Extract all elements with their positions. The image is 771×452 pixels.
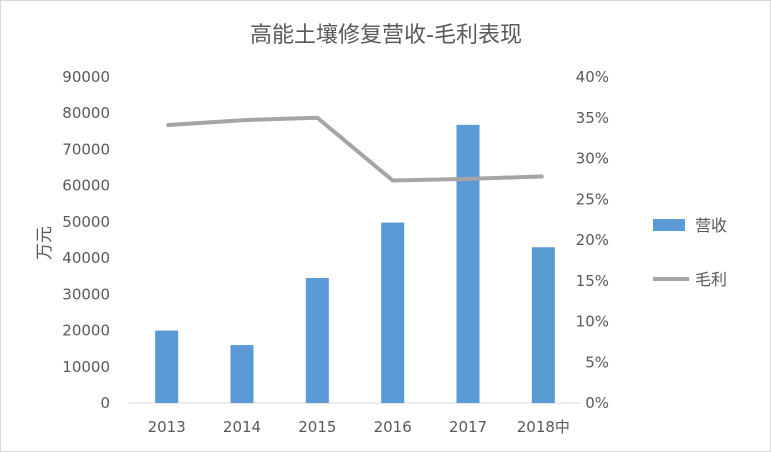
x-tick-label: 2016 — [374, 418, 412, 436]
y-tick-label: 20000 — [62, 322, 110, 340]
bar-revenue — [456, 124, 480, 404]
y2-tick-label: 20% — [576, 231, 609, 249]
x-tick-label: 2014 — [223, 418, 261, 436]
revenue-bars — [155, 124, 555, 404]
bar-revenue — [531, 247, 555, 403]
y-tick-label: 80000 — [62, 104, 110, 122]
y2-tick-label: 35% — [576, 109, 609, 127]
y2-tick-label: 40% — [576, 68, 609, 86]
y2-tick-label: 0% — [585, 394, 609, 412]
y-tick-label: 0 — [100, 394, 110, 412]
point-margin — [241, 119, 243, 121]
line-margin — [166, 115, 544, 183]
y-tick-label: 50000 — [62, 213, 110, 231]
y-tick-label: 70000 — [62, 140, 110, 158]
y2-tick-label: 10% — [576, 313, 609, 331]
bar-revenue — [155, 330, 179, 403]
bar-revenue — [230, 345, 254, 403]
y-tick-label: 90000 — [62, 68, 110, 86]
y-axis-title: 万元 — [35, 226, 55, 260]
point-margin — [467, 178, 469, 180]
margin-line — [166, 115, 544, 183]
chart-title: 高能土壤修复营收-毛利表现 — [250, 23, 522, 48]
y2-tick-label: 25% — [576, 190, 609, 208]
point-margin — [542, 175, 544, 177]
y2-tick-label: 30% — [576, 150, 609, 168]
bar-revenue — [381, 222, 405, 403]
y-tick-label: 30000 — [62, 285, 110, 303]
right-axis: 0% 5% 10% 15% 20% 25% 30% 35% 40% — [576, 68, 609, 412]
x-tick-label: 2018中 — [517, 418, 570, 436]
legend-bar-swatch — [653, 219, 685, 231]
y-tick-label: 60000 — [62, 177, 110, 195]
x-tick-label: 2013 — [148, 418, 186, 436]
x-tick-label: 2017 — [449, 418, 487, 436]
x-axis: 2013 2014 2015 2016 2017 2018中 — [129, 402, 581, 436]
point-margin — [392, 180, 394, 182]
point-margin — [166, 124, 168, 126]
y2-tick-label: 15% — [576, 272, 609, 290]
legend: 营收 毛利 — [653, 216, 727, 289]
x-tick-label: 2015 — [298, 418, 336, 436]
y2-tick-label: 5% — [585, 353, 609, 371]
left-axis: 0 10000 20000 30000 40000 50000 60000 70000 8000… — [62, 68, 110, 412]
bar-revenue — [305, 278, 329, 403]
legend-label-margin: 毛利 — [695, 270, 727, 289]
y-tick-label: 10000 — [62, 358, 110, 376]
point-margin — [316, 117, 318, 119]
legend-label-revenue: 营收 — [695, 216, 727, 235]
y-tick-label: 40000 — [62, 249, 110, 267]
